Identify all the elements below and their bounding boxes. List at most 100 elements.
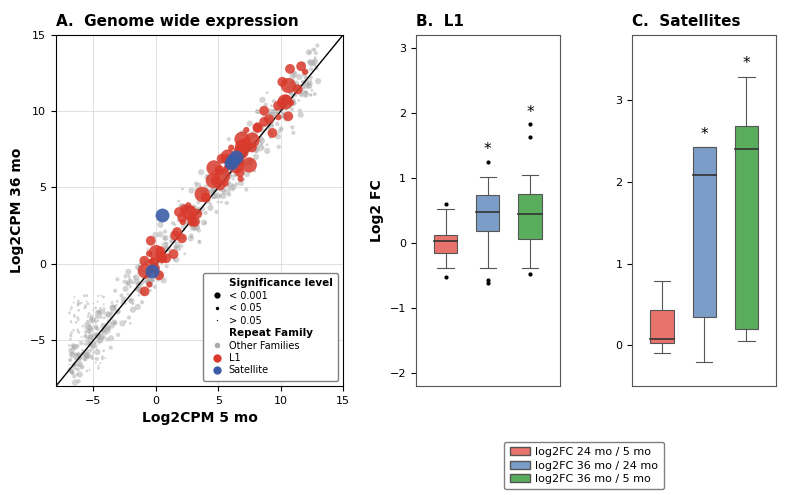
Point	[170, 225, 183, 233]
Point	[86, 317, 99, 325]
Point	[142, 280, 155, 288]
Point	[111, 308, 124, 316]
Point	[79, 301, 92, 309]
Point	[204, 204, 217, 212]
Point	[278, 103, 291, 111]
Point	[128, 273, 141, 281]
Point	[67, 327, 80, 335]
Point	[71, 350, 84, 358]
Point	[140, 259, 153, 267]
Point	[150, 248, 162, 256]
Point	[261, 141, 274, 148]
Point	[198, 219, 211, 227]
Point	[194, 208, 207, 216]
Point	[71, 342, 84, 350]
Point	[162, 245, 174, 252]
Point	[143, 250, 156, 258]
Point	[233, 165, 246, 173]
Point	[306, 59, 318, 67]
Point	[250, 120, 263, 128]
Point	[285, 101, 298, 109]
Point	[112, 331, 125, 339]
Point	[227, 156, 240, 164]
Point	[284, 65, 297, 73]
Point	[82, 329, 95, 337]
Point	[154, 230, 166, 238]
Point	[98, 305, 111, 313]
Point	[264, 117, 277, 125]
Point	[155, 249, 168, 257]
Point	[225, 159, 238, 167]
Point	[156, 211, 169, 219]
Point	[275, 126, 288, 134]
Point	[251, 124, 264, 132]
Point	[138, 257, 150, 265]
Point	[221, 155, 234, 163]
Point	[258, 121, 270, 129]
Point	[92, 337, 105, 345]
Point	[156, 250, 169, 258]
Point	[65, 346, 78, 354]
Point	[285, 89, 298, 97]
Point	[122, 291, 134, 298]
Point	[68, 372, 81, 380]
Point	[77, 349, 90, 357]
Point	[309, 46, 322, 53]
Point	[214, 182, 226, 190]
Point	[91, 297, 104, 305]
Point	[227, 184, 240, 192]
Point	[276, 78, 289, 86]
Point	[197, 205, 210, 213]
Point	[156, 248, 169, 256]
Point	[85, 312, 98, 320]
Point	[256, 96, 269, 104]
Point	[201, 174, 214, 182]
Point	[305, 65, 318, 73]
Point	[163, 251, 176, 259]
Point	[70, 352, 82, 360]
Point	[73, 337, 86, 345]
Point	[172, 197, 185, 205]
Point	[158, 228, 171, 236]
Point	[293, 73, 306, 81]
Point	[243, 157, 256, 165]
Point	[150, 266, 162, 274]
Point	[294, 86, 306, 94]
Point	[264, 134, 277, 142]
Point	[217, 186, 230, 194]
Point	[214, 179, 226, 187]
Point	[122, 279, 135, 287]
Point	[201, 173, 214, 181]
Point	[124, 297, 137, 304]
Point	[238, 158, 250, 166]
Point	[79, 332, 92, 340]
Point	[228, 172, 241, 180]
Point	[147, 271, 160, 279]
Point	[220, 174, 233, 182]
Point	[266, 129, 279, 137]
Bar	[735, 126, 758, 329]
Point	[154, 250, 166, 258]
Point	[152, 251, 165, 259]
Point	[74, 354, 87, 362]
Point	[152, 267, 165, 275]
Point	[80, 297, 93, 305]
Point	[298, 89, 311, 97]
Point	[267, 113, 280, 121]
Point	[243, 161, 256, 169]
Point	[140, 258, 153, 266]
Point	[97, 293, 110, 301]
Point	[78, 356, 91, 364]
Point	[156, 260, 169, 268]
Point	[240, 126, 253, 134]
Point	[213, 166, 226, 174]
Point	[78, 353, 90, 361]
Point	[149, 283, 162, 291]
Point	[290, 80, 302, 88]
Point	[219, 153, 232, 161]
Point	[222, 191, 235, 198]
Point	[135, 280, 148, 288]
Point	[156, 251, 169, 259]
Point	[242, 140, 255, 148]
Point	[63, 342, 76, 349]
